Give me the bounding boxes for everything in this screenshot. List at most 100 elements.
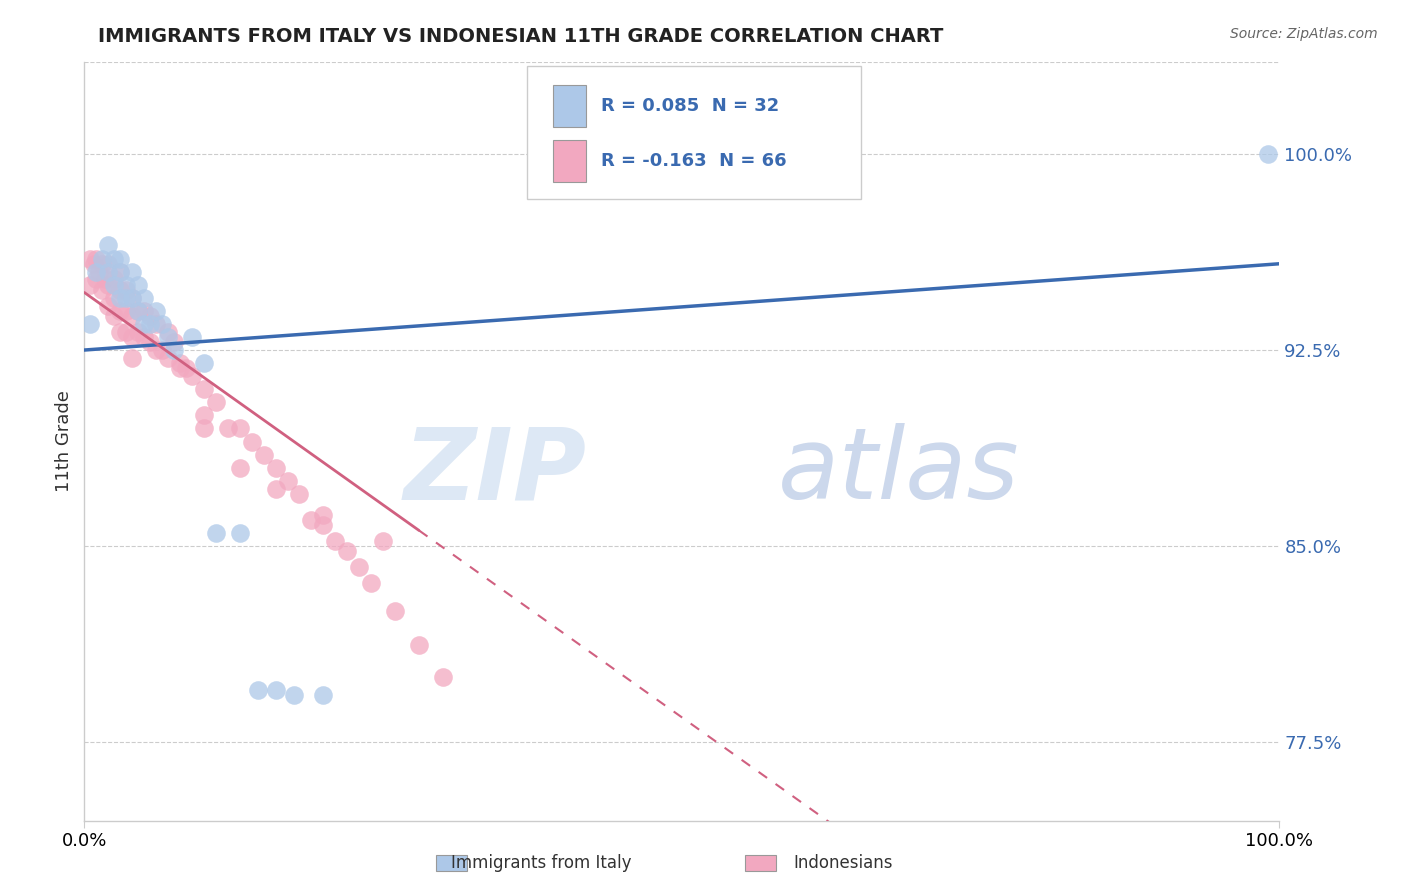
Point — [127, 325, 149, 339]
Point — [193, 382, 215, 396]
Bar — [745, 855, 776, 871]
Point — [110, 325, 132, 339]
Point — [86, 272, 108, 286]
Point — [1257, 147, 1279, 161]
Point — [97, 257, 120, 271]
Point — [87, 264, 110, 278]
Point — [139, 309, 162, 323]
Point — [169, 356, 191, 370]
Point — [91, 252, 114, 266]
Point — [97, 299, 120, 313]
Point — [83, 257, 105, 271]
Text: R = 0.085  N = 32: R = 0.085 N = 32 — [600, 96, 779, 115]
FancyBboxPatch shape — [527, 66, 862, 199]
Text: IMMIGRANTS FROM ITALY VS INDONESIAN 11TH GRADE CORRELATION CHART: IMMIGRANTS FROM ITALY VS INDONESIAN 11TH… — [98, 27, 943, 45]
Point — [229, 421, 252, 435]
Point — [193, 421, 215, 435]
Point — [336, 544, 359, 558]
Point — [139, 335, 162, 350]
Point — [193, 356, 215, 370]
Point — [91, 283, 114, 297]
Y-axis label: 11th Grade: 11th Grade — [55, 391, 73, 492]
Point — [193, 409, 215, 423]
Text: Source: ZipAtlas.com: Source: ZipAtlas.com — [1230, 27, 1378, 41]
Point — [103, 291, 125, 305]
Point — [103, 309, 125, 323]
Point — [132, 291, 156, 305]
Point — [139, 317, 162, 331]
Point — [150, 317, 173, 331]
Point — [246, 682, 269, 697]
Point — [373, 533, 395, 548]
Point — [157, 330, 180, 344]
Point — [145, 303, 167, 318]
Point — [157, 325, 180, 339]
Point — [127, 303, 149, 318]
Point — [132, 303, 156, 318]
Point — [115, 303, 138, 318]
Point — [288, 487, 311, 501]
Bar — [436, 855, 467, 871]
Point — [110, 264, 132, 278]
Point — [283, 688, 305, 702]
Point — [312, 508, 335, 522]
Point — [121, 291, 143, 305]
Point — [121, 309, 143, 323]
Point — [277, 474, 299, 488]
Point — [115, 277, 138, 292]
Point — [349, 560, 371, 574]
Point — [181, 369, 204, 384]
Text: Immigrants from Italy: Immigrants from Italy — [451, 855, 631, 872]
Point — [97, 264, 120, 278]
Point — [86, 252, 108, 266]
Text: R = -0.163  N = 66: R = -0.163 N = 66 — [600, 152, 786, 170]
Point — [174, 361, 197, 376]
Point — [127, 277, 149, 292]
Point — [217, 421, 239, 435]
Point — [127, 303, 149, 318]
Point — [110, 291, 132, 305]
Point — [97, 277, 120, 292]
Text: atlas: atlas — [778, 424, 1019, 520]
Point — [150, 343, 173, 357]
Point — [110, 283, 132, 297]
Point — [91, 257, 114, 271]
Point — [325, 533, 347, 548]
Point — [229, 526, 252, 541]
Point — [264, 460, 287, 475]
Point — [115, 291, 138, 305]
Point — [240, 434, 263, 449]
Point — [121, 351, 143, 365]
Point — [121, 330, 143, 344]
Point — [115, 325, 138, 339]
Point — [103, 252, 125, 266]
Point — [163, 343, 186, 357]
Point — [181, 330, 204, 344]
Point — [121, 264, 143, 278]
Text: Indonesians: Indonesians — [794, 855, 893, 872]
Point — [145, 343, 167, 357]
Point — [121, 291, 143, 305]
Point — [79, 252, 101, 266]
Point — [79, 317, 101, 331]
Point — [301, 513, 323, 527]
Point — [408, 639, 430, 653]
Point — [312, 688, 335, 702]
Point — [110, 303, 132, 318]
Point — [110, 264, 132, 278]
Point — [264, 482, 287, 496]
Point — [205, 526, 228, 541]
Point — [115, 283, 138, 297]
Point — [145, 317, 167, 331]
Point — [132, 317, 156, 331]
Point — [312, 518, 335, 533]
Point — [157, 351, 180, 365]
Point — [205, 395, 228, 409]
Point — [384, 605, 406, 619]
Point — [432, 670, 454, 684]
Point — [97, 238, 120, 252]
Point — [132, 330, 156, 344]
Point — [229, 460, 252, 475]
Point — [264, 682, 287, 697]
Point — [253, 448, 276, 462]
